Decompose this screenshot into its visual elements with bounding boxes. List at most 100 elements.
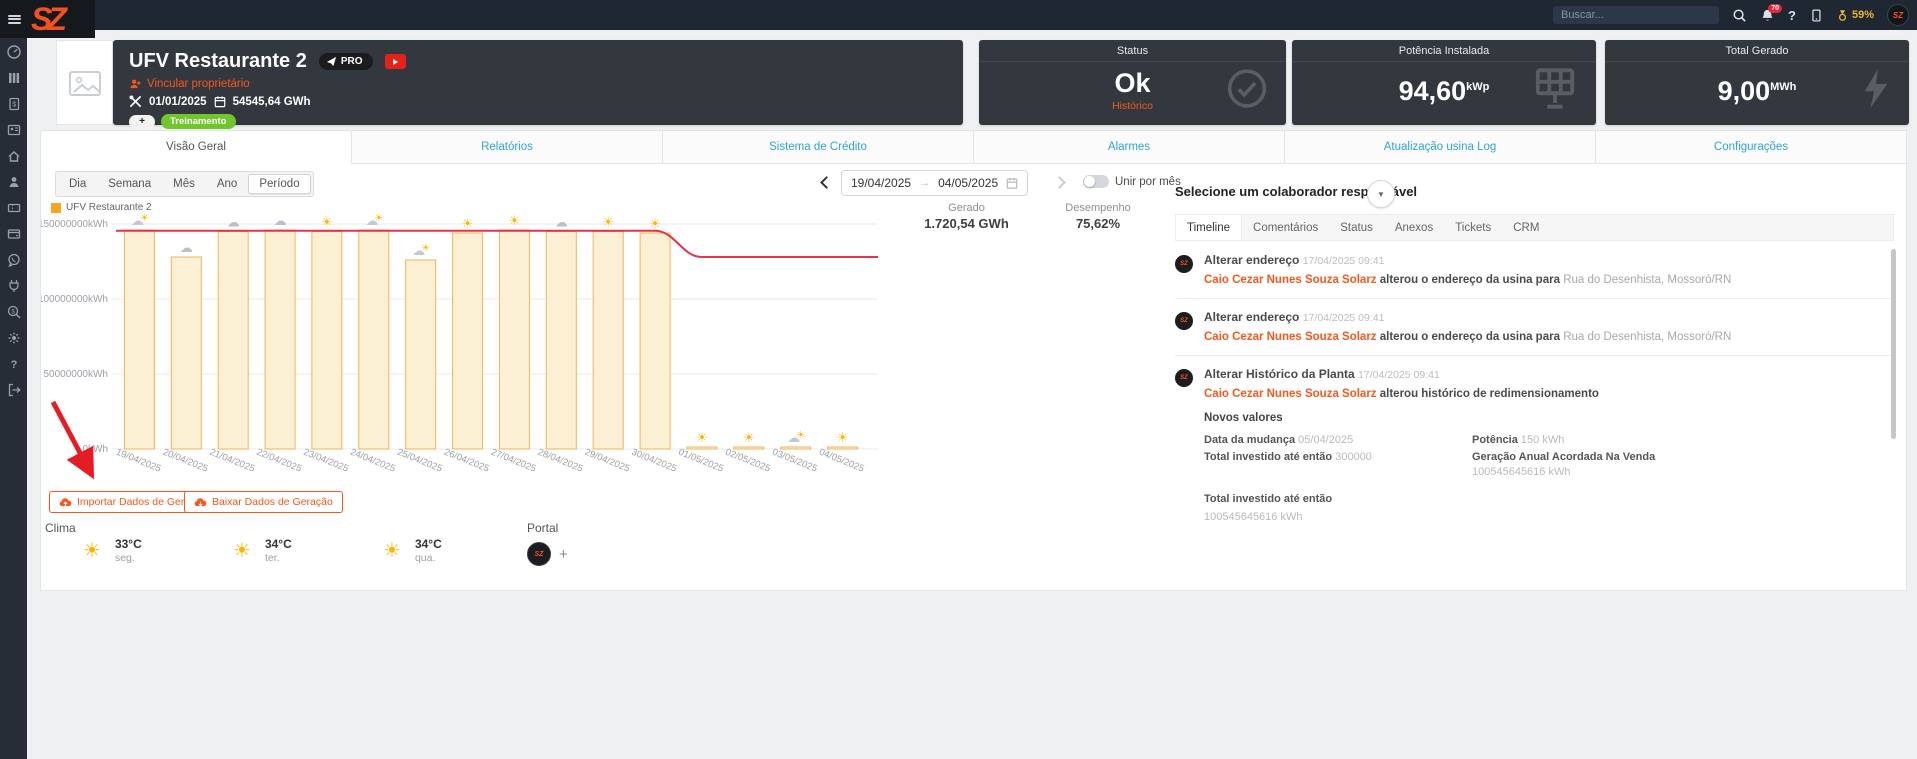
activity-tab-status[interactable]: Status — [1340, 221, 1373, 234]
period-button-ano[interactable]: Ano — [216, 178, 238, 190]
weather-day: ☀ 33°C seg. — [83, 537, 233, 564]
portal-avatar[interactable]: SZ — [527, 542, 551, 566]
activity-tab-timeline[interactable]: Timeline — [1176, 215, 1243, 240]
previous-period-button[interactable] — [820, 176, 833, 189]
sidebar-item-integrations[interactable] — [5, 278, 23, 294]
timeline-entry-actor[interactable]: Caio Cezar Nunes Souza Solarz — [1204, 274, 1377, 286]
tab-atualizacao-usina-log[interactable]: Atualização usina Log — [1285, 130, 1596, 164]
installed-power-title: Potência Instalada — [1292, 40, 1596, 62]
sidebar-item-home[interactable] — [5, 148, 23, 164]
status-history-link[interactable]: Histórico — [1112, 100, 1153, 112]
chart-legend[interactable]: UFV Restaurante 2 — [51, 202, 152, 213]
device-icon[interactable] — [1809, 8, 1823, 23]
date-range-picker[interactable]: 19/04/2025 → 04/05/2025 — [841, 170, 1029, 196]
svg-text:22/04/2025: 22/04/2025 — [255, 447, 303, 475]
period-button-mes[interactable]: Mês — [173, 178, 195, 190]
svg-text:☁: ☁ — [274, 213, 287, 228]
tab-relatorios[interactable]: Relatórios — [352, 130, 663, 164]
svg-text:19/04/2025: 19/04/2025 — [114, 447, 162, 475]
import-button-label: Importar Dados de Geração — [77, 496, 208, 508]
add-tag-button[interactable]: + — [129, 114, 155, 129]
sidebar-item-billing[interactable]: $ — [5, 96, 23, 112]
lightning-bolt-icon — [1861, 67, 1891, 116]
sidebar-item-settings[interactable] — [5, 330, 23, 346]
svg-text:☁: ☁ — [131, 213, 144, 228]
next-period-button[interactable] — [1053, 176, 1066, 189]
youtube-icon[interactable] — [384, 54, 406, 69]
pro-badge[interactable]: PRO — [318, 53, 373, 70]
help-icon[interactable]: ? — [1788, 7, 1796, 23]
sidebar-item-whatsapp[interactable] — [5, 252, 23, 268]
tab-sistema-de-credito[interactable]: Sistema de Crédito — [663, 130, 974, 164]
activity-tab-crm[interactable]: CRM — [1513, 221, 1540, 234]
sidebar-item-clients[interactable] — [5, 174, 23, 190]
search-icon[interactable] — [1732, 8, 1747, 23]
timeline-list: SZ Alterar endereço 17/04/2025 09:41 Cai… — [1175, 242, 1894, 538]
svg-text:☀: ☀ — [140, 213, 149, 224]
tab-visao-geral[interactable]: Visão Geral — [40, 130, 352, 164]
period-selector: Dia Semana Mês Ano Período — [55, 171, 314, 197]
sidebar-item-logout[interactable] — [5, 382, 23, 398]
svg-text:30/04/2025: 30/04/2025 — [630, 447, 678, 475]
overview-panel: Dia Semana Mês Ano Período 19/04/2025 → 04/0… — [38, 163, 1907, 591]
sidebar-item-dashboard[interactable] — [5, 44, 23, 60]
svg-text:☀: ☀ — [462, 216, 474, 231]
period-button-dia[interactable]: Dia — [69, 178, 87, 190]
timeline-entry-actor[interactable]: Caio Cezar Nunes Souza Solarz — [1204, 388, 1377, 400]
weather-day: ☀ 34°C ter. — [233, 537, 383, 564]
sidebar-item-tickets[interactable] — [5, 200, 23, 216]
collaborator-dropdown-button[interactable]: ▼ — [1367, 180, 1395, 208]
training-badge[interactable]: Treinamento — [161, 114, 236, 129]
notifications-bell-icon[interactable]: 70 — [1760, 3, 1783, 23]
download-generation-data-button[interactable]: Baixar Dados de Geração — [184, 491, 343, 513]
brand-logo[interactable]: SZ — [31, 1, 67, 37]
period-button-periodo[interactable]: Período — [248, 174, 311, 194]
link-owner-button[interactable]: Vincular proprietário — [129, 78, 947, 90]
activity-tab-tickets[interactable]: Tickets — [1455, 221, 1492, 234]
generated-label: Gerado — [948, 202, 985, 214]
svg-text:$: $ — [12, 102, 16, 109]
svg-text:☀: ☀ — [837, 430, 849, 445]
image-placeholder-icon — [68, 70, 101, 96]
brand-logo-box: SZ — [0, 0, 95, 38]
tab-alarmes[interactable]: Alarmes — [974, 130, 1285, 164]
link-owner-label: Vincular proprietário — [147, 78, 250, 90]
svg-text:27/04/2025: 27/04/2025 — [489, 447, 537, 475]
sidebar-item-audit[interactable]: $ — [5, 304, 23, 320]
plant-install-date: 01/01/2025 — [149, 95, 207, 108]
timeline-entry-detail: Rua do Desenhista, Mossoró/RN — [1563, 274, 1732, 286]
weather-section-title: Clima — [45, 521, 76, 535]
svg-text:29/04/2025: 29/04/2025 — [583, 447, 631, 475]
timeline-entry-actor[interactable]: Caio Cezar Nunes Souza Solarz — [1204, 331, 1377, 343]
svg-text:☀: ☀ — [509, 213, 521, 228]
merge-by-month-toggle[interactable] — [1083, 175, 1109, 188]
activity-tab-anexos[interactable]: Anexos — [1394, 221, 1434, 234]
timeline-entry-action: alterou o endereço da usina para — [1379, 274, 1560, 286]
period-button-semana[interactable]: Semana — [108, 178, 152, 190]
menu-hamburger-icon[interactable] — [8, 14, 21, 24]
sidebar-item-help[interactable]: ? — [5, 356, 23, 372]
sidebar-item-contacts[interactable] — [5, 122, 23, 138]
sidebar-item-plants[interactable] — [5, 70, 23, 86]
topbar-actions: 70 ? 59% SZ — [1553, 0, 1909, 30]
svg-text:28/04/2025: 28/04/2025 — [536, 447, 584, 475]
import-generation-data-button[interactable]: Importar Dados de Geração — [49, 491, 218, 513]
plant-expected-energy: 54545,64 GWh — [232, 95, 311, 108]
timeline-scrollbar[interactable] — [1891, 249, 1896, 439]
timeline-section-title: Novos valores — [1204, 412, 1283, 424]
weather-day: ☀ 34°C qua. — [383, 537, 533, 564]
gamification-level[interactable]: 59% — [1836, 8, 1874, 23]
svg-text:☀: ☀ — [649, 216, 661, 231]
portal-add-button[interactable]: + — [559, 545, 568, 563]
sidebar-item-wallet[interactable] — [5, 226, 23, 242]
date-end[interactable]: 04/05/2025 — [938, 176, 999, 190]
plant-photo-placeholder[interactable] — [56, 40, 113, 125]
user-avatar[interactable]: SZ — [1887, 4, 1909, 26]
svg-text:☁: ☁ — [787, 430, 800, 445]
svg-text:25/04/2025: 25/04/2025 — [396, 447, 444, 475]
search-input[interactable] — [1553, 6, 1720, 24]
activity-tab-comentarios[interactable]: Comentários — [1253, 221, 1319, 234]
generated-summary: Gerado 1.720,54 GWh — [899, 202, 1034, 231]
tab-configuracoes[interactable]: Configurações — [1596, 130, 1907, 164]
date-start[interactable]: 19/04/2025 — [851, 176, 912, 190]
